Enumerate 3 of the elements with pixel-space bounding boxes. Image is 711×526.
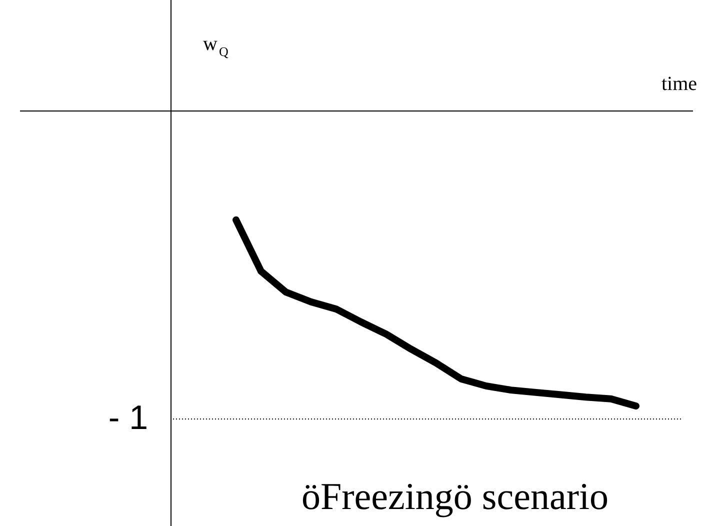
text: öFreezingö scenario	[301, 476, 609, 518]
ref-line-label: - 1	[108, 398, 148, 437]
x-axis-title: time	[661, 73, 698, 95]
